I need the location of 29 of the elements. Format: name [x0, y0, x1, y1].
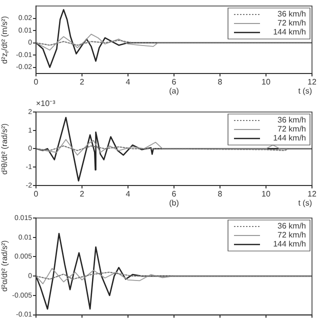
- x-tick-label: 10: [262, 77, 271, 86]
- x-tick-label: 12: [308, 189, 317, 198]
- x-tick-label: 10: [262, 189, 271, 198]
- x-tick-label: 2: [80, 189, 85, 198]
- x-axis-title: t (s): [298, 86, 312, 96]
- legend-label: 144 km/h: [273, 134, 306, 143]
- x-tick-label: 4: [126, 77, 131, 86]
- text: (b): [169, 198, 180, 208]
- x-tick-label: 8: [218, 77, 223, 86]
- x-tick-label: 2: [80, 77, 85, 86]
- x-tick-label: 4: [126, 189, 131, 198]
- legend-label: 144 km/h: [273, 28, 306, 37]
- y-axis-title: d²α/dt² (rad/s²): [0, 240, 9, 292]
- legend-label: 36 km/h: [278, 10, 306, 19]
- x-tick-label: 12: [308, 77, 317, 86]
- text: ×10⁻³: [36, 99, 56, 108]
- text: (a): [169, 86, 180, 96]
- x-tick-label: 6: [172, 189, 177, 198]
- legend-label: 72 km/h: [278, 230, 306, 240]
- y-axis-title: d²θ/dt² (rad/s²): [0, 123, 9, 174]
- x-tick-label: 8: [218, 189, 223, 198]
- legend-label: 36 km/h: [278, 116, 306, 125]
- legend-label: 72 km/h: [278, 18, 306, 28]
- legend-label: 36 km/h: [278, 222, 306, 231]
- legend-label: 72 km/h: [278, 124, 306, 134]
- x-axis-title: t (s): [298, 198, 312, 208]
- legend-label: 144 km/h: [273, 240, 306, 249]
- x-tick-label: 6: [172, 77, 177, 86]
- line-series: [36, 272, 312, 280]
